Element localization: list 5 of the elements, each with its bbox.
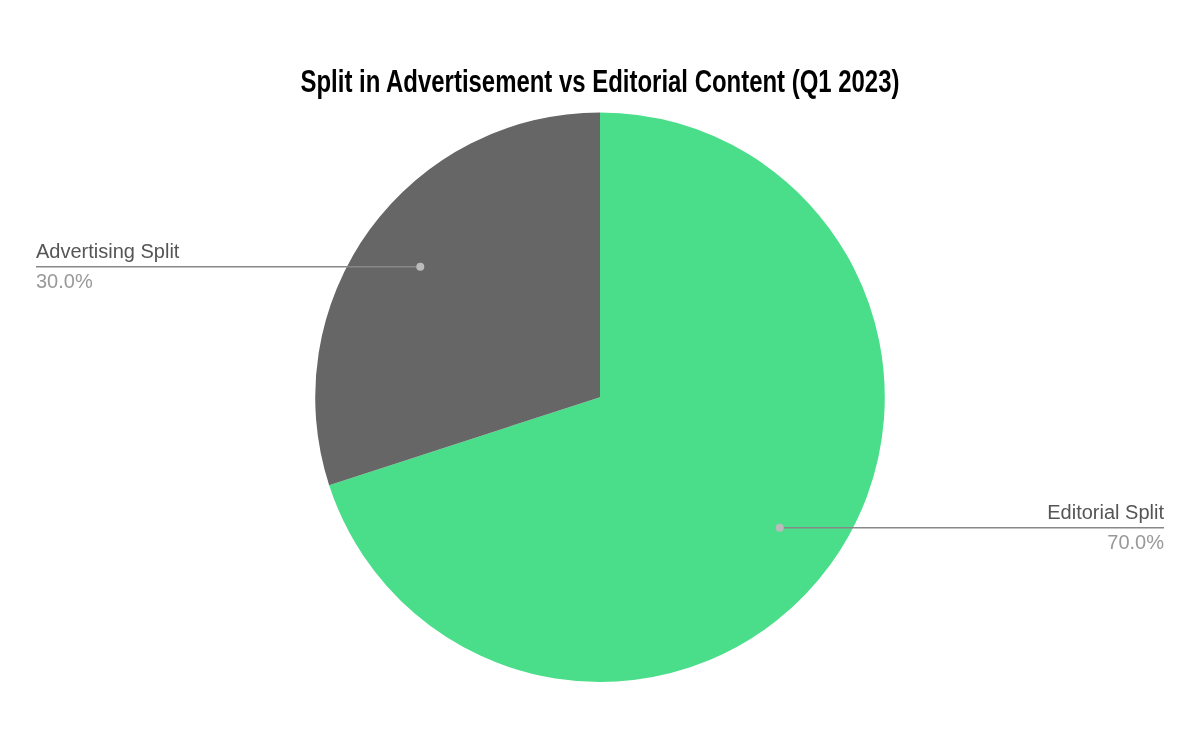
data-label: 30.0% — [36, 270, 93, 293]
slice-label: Editorial Split — [1047, 501, 1165, 524]
data-label: 70.0% — [1107, 531, 1165, 554]
chart-title: Split in Advertisement vs Editorial Content (Q1 2023) — [300, 62, 900, 99]
slice-label: Advertising Split — [36, 240, 180, 263]
